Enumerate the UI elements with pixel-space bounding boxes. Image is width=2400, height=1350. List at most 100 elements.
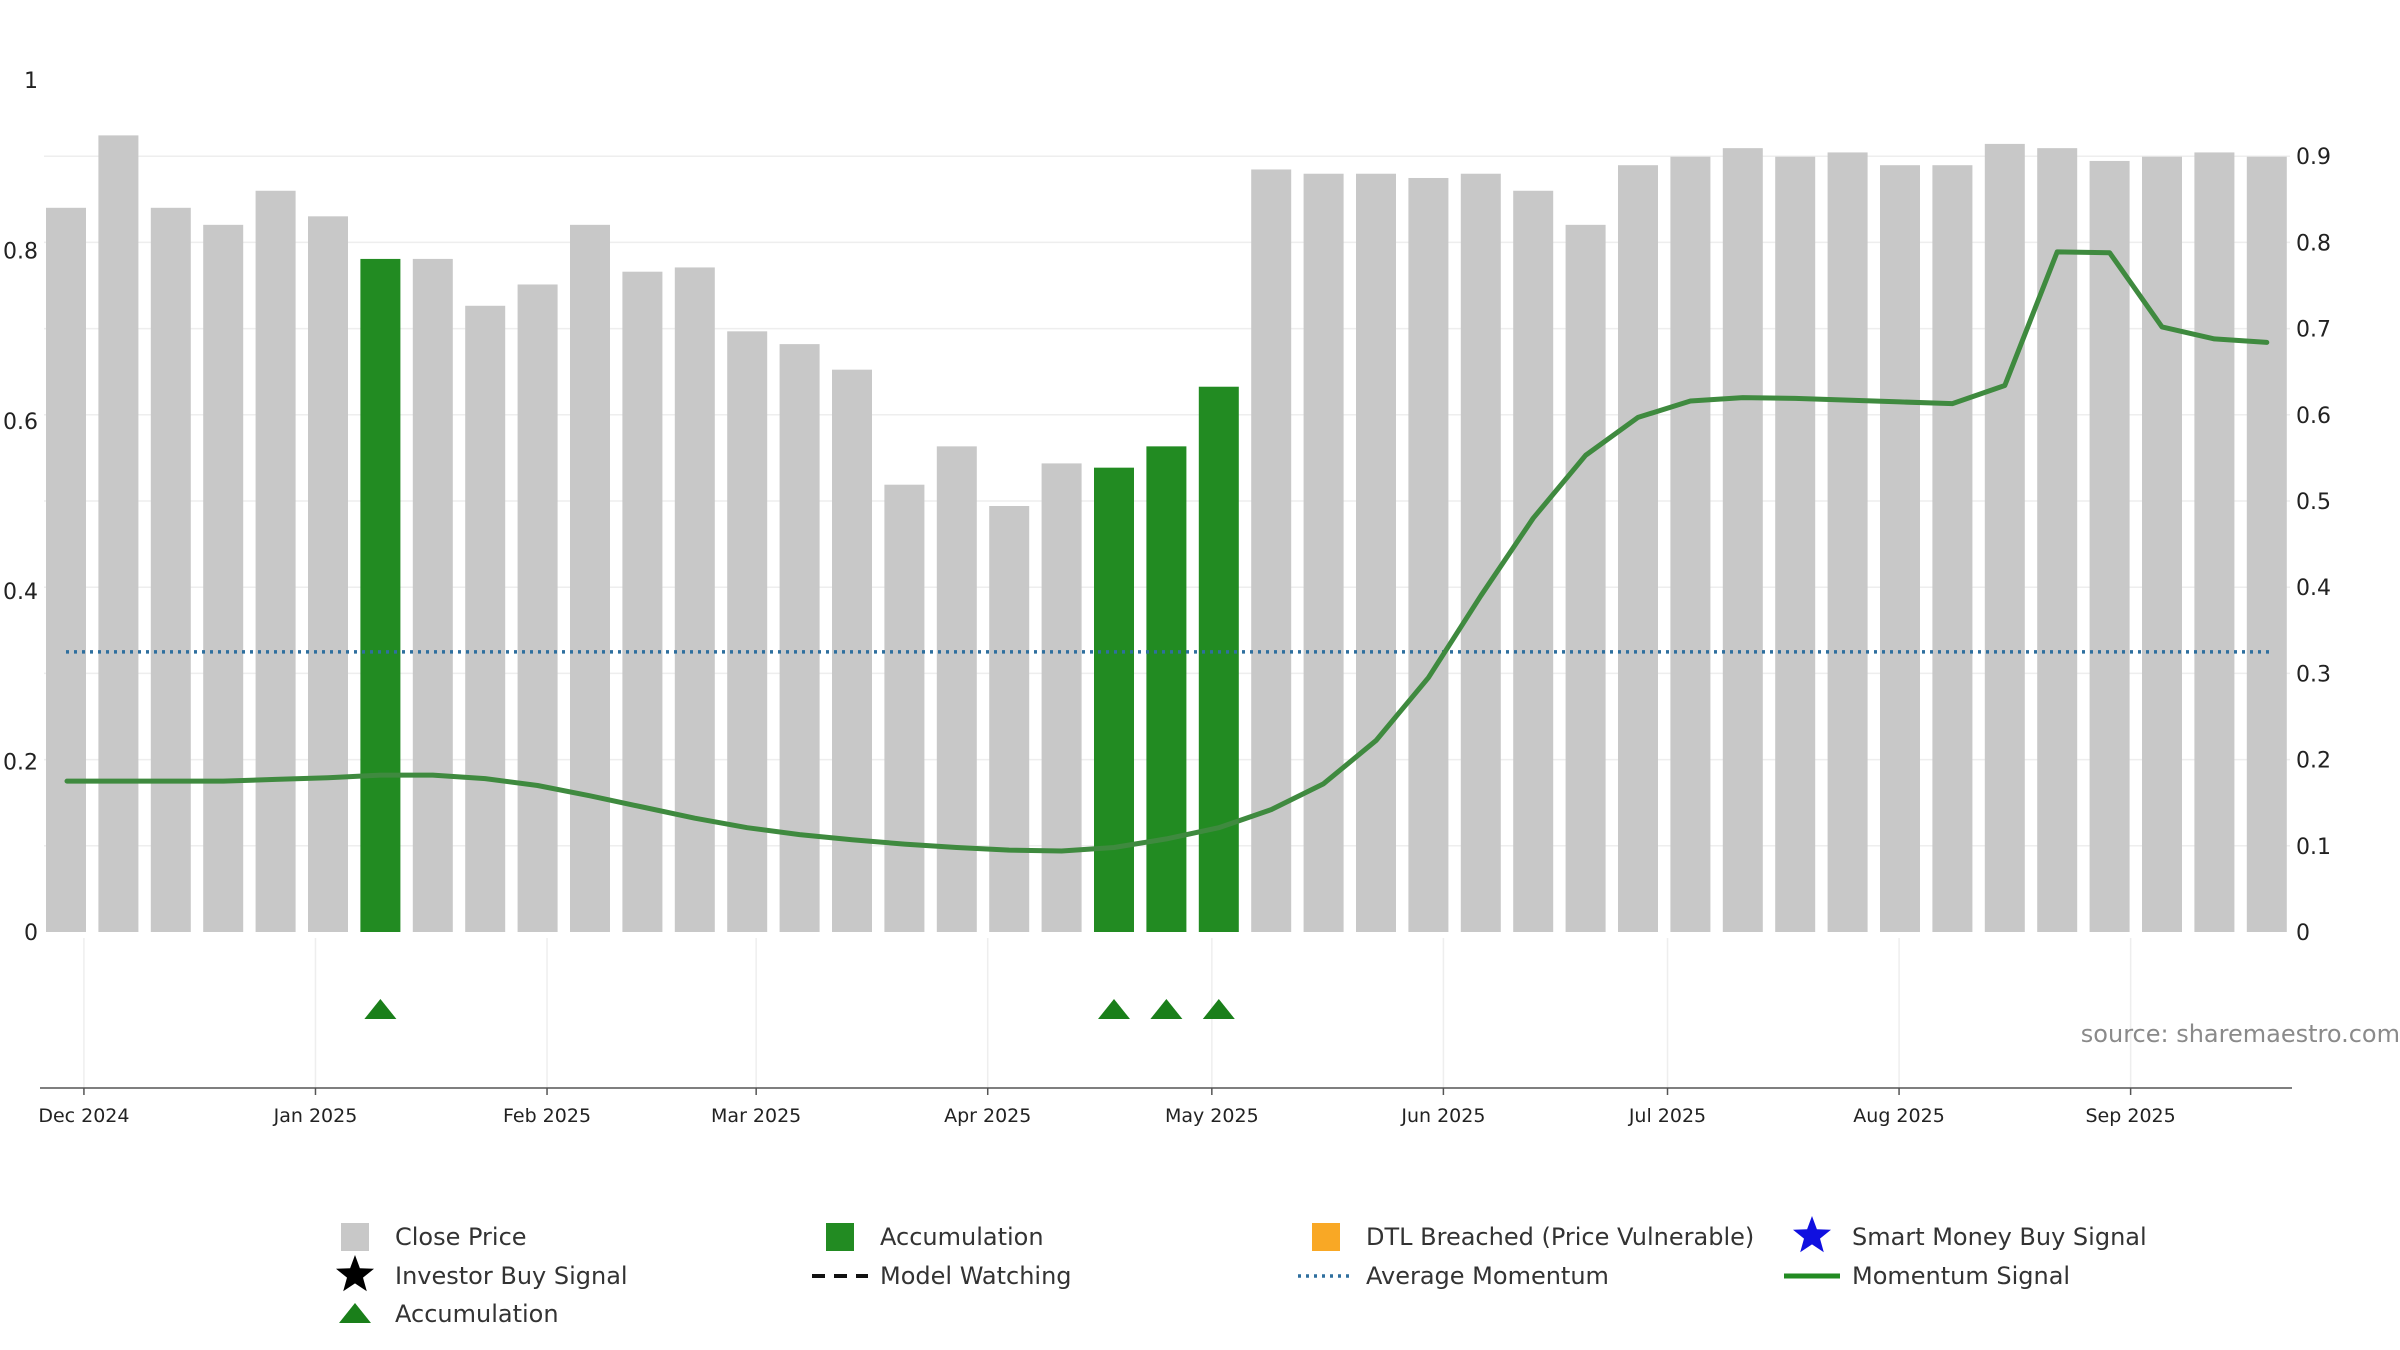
right-axis-tick-label: 0.2 <box>2296 749 2331 774</box>
close-price-bar <box>622 271 663 932</box>
close-price-bar <box>1303 173 1344 933</box>
x-axis-tick-label: May 2025 <box>1165 1105 1259 1127</box>
x-axis-tick-label: Mar 2025 <box>711 1105 801 1127</box>
dtl-swatch <box>1312 1223 1340 1251</box>
legend-item: Smart Money Buy Signal <box>1793 1216 2147 1253</box>
right-axis-tick-label: 0 <box>2296 921 2310 946</box>
right-axis-tick-label: 0.7 <box>2296 318 2331 343</box>
close-price-bar <box>412 258 453 932</box>
legend-label: Accumulation <box>880 1223 1044 1251</box>
close-price-bar <box>1041 463 1082 932</box>
close-price-bar <box>1513 190 1554 932</box>
close-price-bar <box>98 135 139 932</box>
right-axis-tick-label: 0.3 <box>2296 662 2331 687</box>
legend-item: Accumulation <box>826 1223 1044 1251</box>
accumulation-bar <box>1198 386 1239 933</box>
left-axis: 0 0.2 0.4 0.6 0.8 1 <box>3 69 38 946</box>
legend-label: Average Momentum <box>1366 1262 1609 1290</box>
right-axis-tick-label: 0.8 <box>2296 231 2331 256</box>
x-axis-tick-label: Feb 2025 <box>503 1105 591 1127</box>
right-axis-tick-label: 0.4 <box>2296 576 2331 601</box>
close-price-bar <box>203 224 244 933</box>
legend-label: Investor Buy Signal <box>395 1262 628 1290</box>
close-price-bar <box>989 506 1030 932</box>
legend: Close Price Accumulation DTL Breached (Pri… <box>336 1216 2147 1328</box>
momentum-layer <box>64 249 2270 854</box>
x-axis-tick-label: Jan 2025 <box>273 1105 358 1127</box>
close-price-bar <box>2194 152 2235 933</box>
right-axis-tick-label: 0.6 <box>2296 404 2331 429</box>
close-price-bar <box>1932 165 1973 932</box>
close-price-bar <box>1408 177 1449 933</box>
close-price-bar <box>1827 152 1868 933</box>
accumulation-marker <box>1098 999 1130 1019</box>
legend-item: Investor Buy Signal <box>336 1255 628 1292</box>
close-price-bar <box>255 190 296 932</box>
close-price-bar <box>884 484 925 932</box>
x-axis-tick-label: Jul 2025 <box>1628 1105 1706 1127</box>
triangle-icon <box>339 1303 371 1323</box>
close-price-swatch <box>341 1223 369 1251</box>
close-price-bar <box>465 305 506 932</box>
right-axis: 0 0.1 0.2 0.3 0.4 0.5 0.6 0.7 0.8 0.9 <box>2296 145 2331 946</box>
x-axis-tick-label: Aug 2025 <box>1853 1105 1945 1127</box>
close-price-bar <box>1618 165 1658 932</box>
accumulation-swatch <box>826 1223 854 1251</box>
close-price-bar <box>2246 156 2287 932</box>
signal-markers <box>364 999 1235 1019</box>
left-axis-tick-label: 0 <box>24 921 38 946</box>
legend-label: Smart Money Buy Signal <box>1852 1223 2147 1251</box>
accumulation-marker <box>1202 999 1235 1019</box>
x-axis-tick-label: Jun 2025 <box>1400 1105 1485 1127</box>
right-axis-tick-label: 0.1 <box>2296 835 2331 860</box>
legend-item: Accumulation <box>339 1300 559 1328</box>
left-axis-tick-label: 0.4 <box>3 580 38 605</box>
star-icon <box>1793 1216 1831 1253</box>
left-axis-tick-label: 0.8 <box>3 239 38 264</box>
bars <box>46 135 2287 933</box>
close-price-bar <box>779 344 820 932</box>
close-price-bar <box>2089 160 2130 932</box>
close-price-bar <box>936 446 977 932</box>
legend-item: DTL Breached (Price Vulnerable) <box>1312 1223 1754 1251</box>
accumulation-marker <box>1150 999 1183 1019</box>
accumulation-bar <box>360 258 401 932</box>
accumulation-bar <box>1146 446 1187 932</box>
legend-label: DTL Breached (Price Vulnerable) <box>1366 1223 1754 1251</box>
close-price-bar <box>674 267 715 932</box>
left-axis-tick-label: 0.6 <box>3 410 38 435</box>
close-price-bar <box>1775 156 1816 932</box>
legend-item: Close Price <box>341 1223 527 1251</box>
close-price-bar <box>727 331 768 933</box>
accumulation-bar <box>1094 467 1134 932</box>
right-axis-tick-label: 0.9 <box>2296 145 2331 170</box>
close-price-bar <box>1984 143 2025 932</box>
close-price-bar <box>1565 224 1606 933</box>
right-axis-tick-label: 0.5 <box>2296 490 2331 515</box>
legend-label: Model Watching <box>880 1262 1072 1290</box>
accumulation-marker <box>364 999 397 1019</box>
close-price-bar <box>1460 173 1501 933</box>
legend-label: Momentum Signal <box>1852 1262 2070 1290</box>
left-axis-tick-label: 1 <box>24 69 38 94</box>
left-axis-tick-label: 0.2 <box>3 751 38 776</box>
x-axis-tick-label: Apr 2025 <box>944 1105 1031 1127</box>
star-icon <box>336 1255 374 1292</box>
close-price-bar <box>46 207 86 933</box>
close-price-bar <box>308 216 348 932</box>
close-price-bar <box>150 207 191 933</box>
legend-item: Momentum Signal <box>1784 1262 2070 1290</box>
x-axis-tick-label: Sep 2025 <box>2086 1105 2176 1127</box>
close-price-bar <box>1722 148 1763 932</box>
close-price-bar <box>1880 165 1920 932</box>
legend-item: Model Watching <box>812 1262 1072 1290</box>
close-price-bar <box>1251 169 1292 932</box>
legend-label: Close Price <box>395 1223 527 1251</box>
close-price-bar <box>2142 156 2182 932</box>
x-axis-tick-label: Dec 2024 <box>38 1105 129 1127</box>
x-axis: Dec 2024 Jan 2025 Feb 2025 Mar 2025 Apr 2025… <box>38 1087 2292 1127</box>
close-price-bar <box>1356 173 1396 933</box>
legend-label: Accumulation <box>395 1300 559 1328</box>
source-label: source: sharemaestro.com <box>2081 1020 2400 1048</box>
